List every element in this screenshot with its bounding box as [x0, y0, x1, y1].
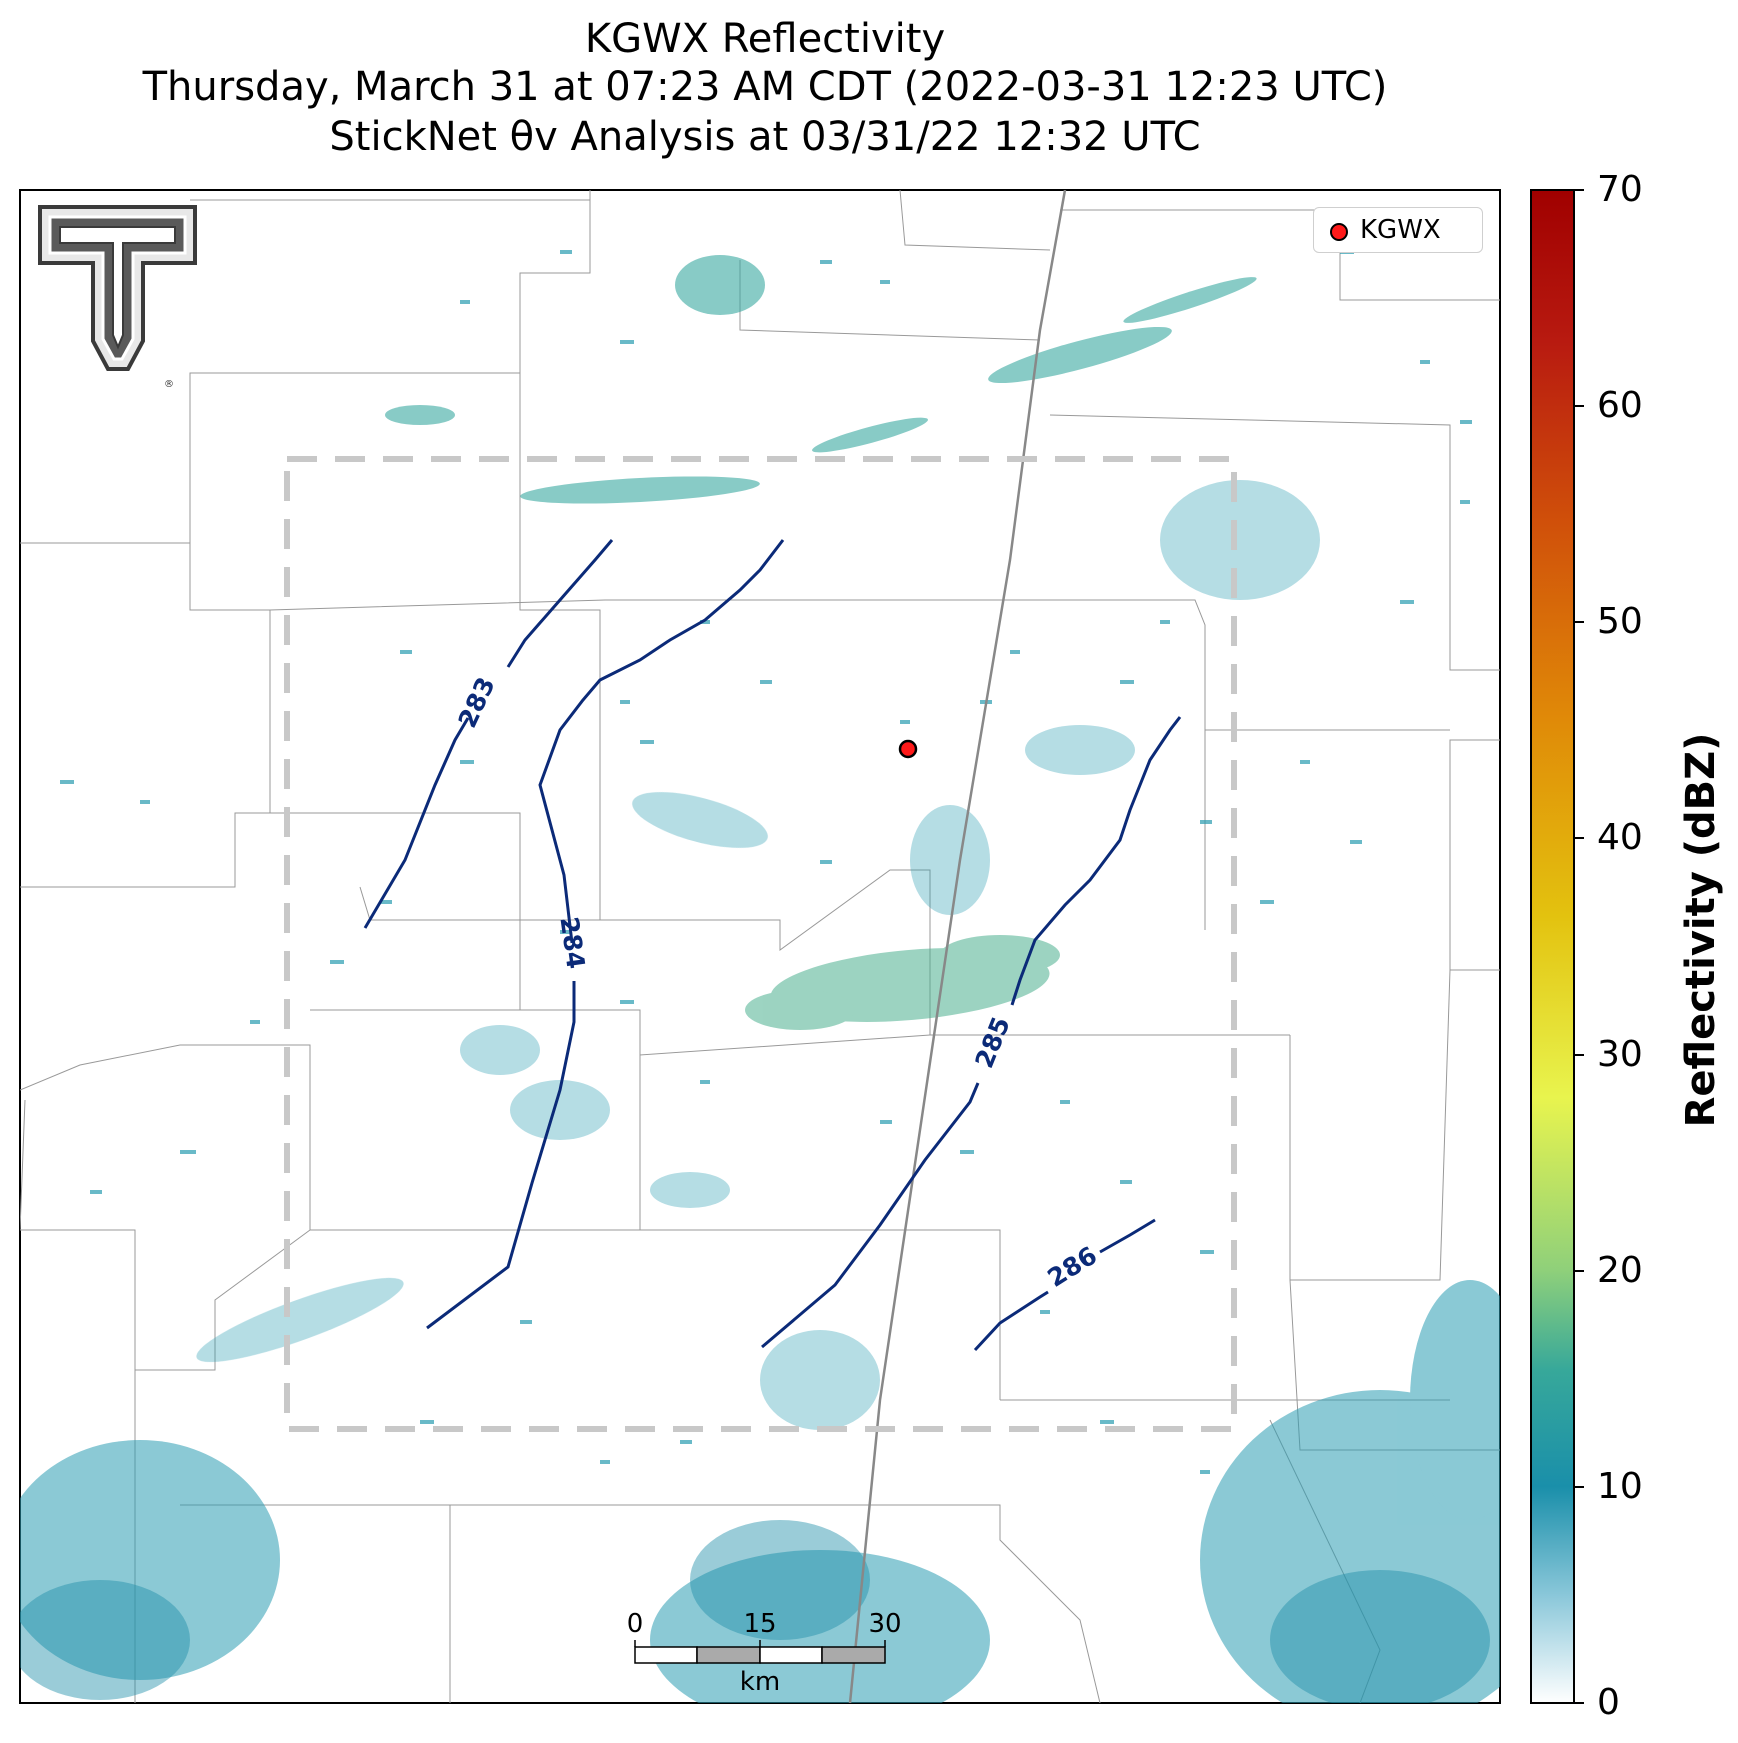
scalebar-tick-30: 30: [868, 1609, 902, 1639]
colorbar-tick-label: 60: [1597, 385, 1643, 426]
scalebar-tick-15: 15: [743, 1609, 777, 1639]
contour-284: [426, 539, 785, 1330]
contour-286: [973, 1218, 1156, 1352]
colorbar-tick-label: 70: [1597, 169, 1643, 210]
colorbar-tick-label: 0: [1597, 1682, 1620, 1723]
contour-285: [761, 716, 1182, 1349]
colorbar: [1530, 189, 1575, 1704]
contour-283: [363, 539, 614, 929]
colorbar-label: Reflectivity (dBZ): [1678, 732, 1724, 1128]
scale-bar: [634, 1640, 886, 1664]
title-line-1: KGWX Reflectivity: [584, 16, 946, 62]
title-line-2: Thursday, March 31 at 07:23 AM CDT (2022…: [142, 64, 1388, 110]
scalebar-unit: km: [739, 1667, 781, 1697]
theta-v-contours: [363, 539, 1182, 1352]
colorbar-tick-label: 20: [1597, 1250, 1643, 1291]
colorbar-tick-label: 50: [1597, 601, 1643, 642]
texas-tech-logo: ®: [38, 205, 197, 390]
legend-label: KGWX: [1360, 215, 1441, 245]
legend: KGWX: [1313, 207, 1483, 253]
radar-site-marker: [898, 739, 918, 759]
county-boundaries: [20, 190, 1500, 1703]
svg-text:®: ®: [164, 379, 174, 390]
colorbar-tick-label: 10: [1597, 1466, 1643, 1507]
reflectivity-returns: [20, 250, 1500, 1703]
legend-marker: [1330, 223, 1348, 241]
colorbar-ticks: [1574, 189, 1584, 1704]
colorbar-tick-label: 30: [1597, 1034, 1643, 1075]
scalebar-tick-0: 0: [626, 1609, 644, 1639]
highway-line: [848, 190, 1067, 1703]
title-line-3: StickNet θv Analysis at 03/31/22 12:32 U…: [329, 114, 1201, 160]
colorbar-tick-label: 40: [1597, 817, 1643, 858]
contour-label-284: 284: [554, 915, 590, 971]
